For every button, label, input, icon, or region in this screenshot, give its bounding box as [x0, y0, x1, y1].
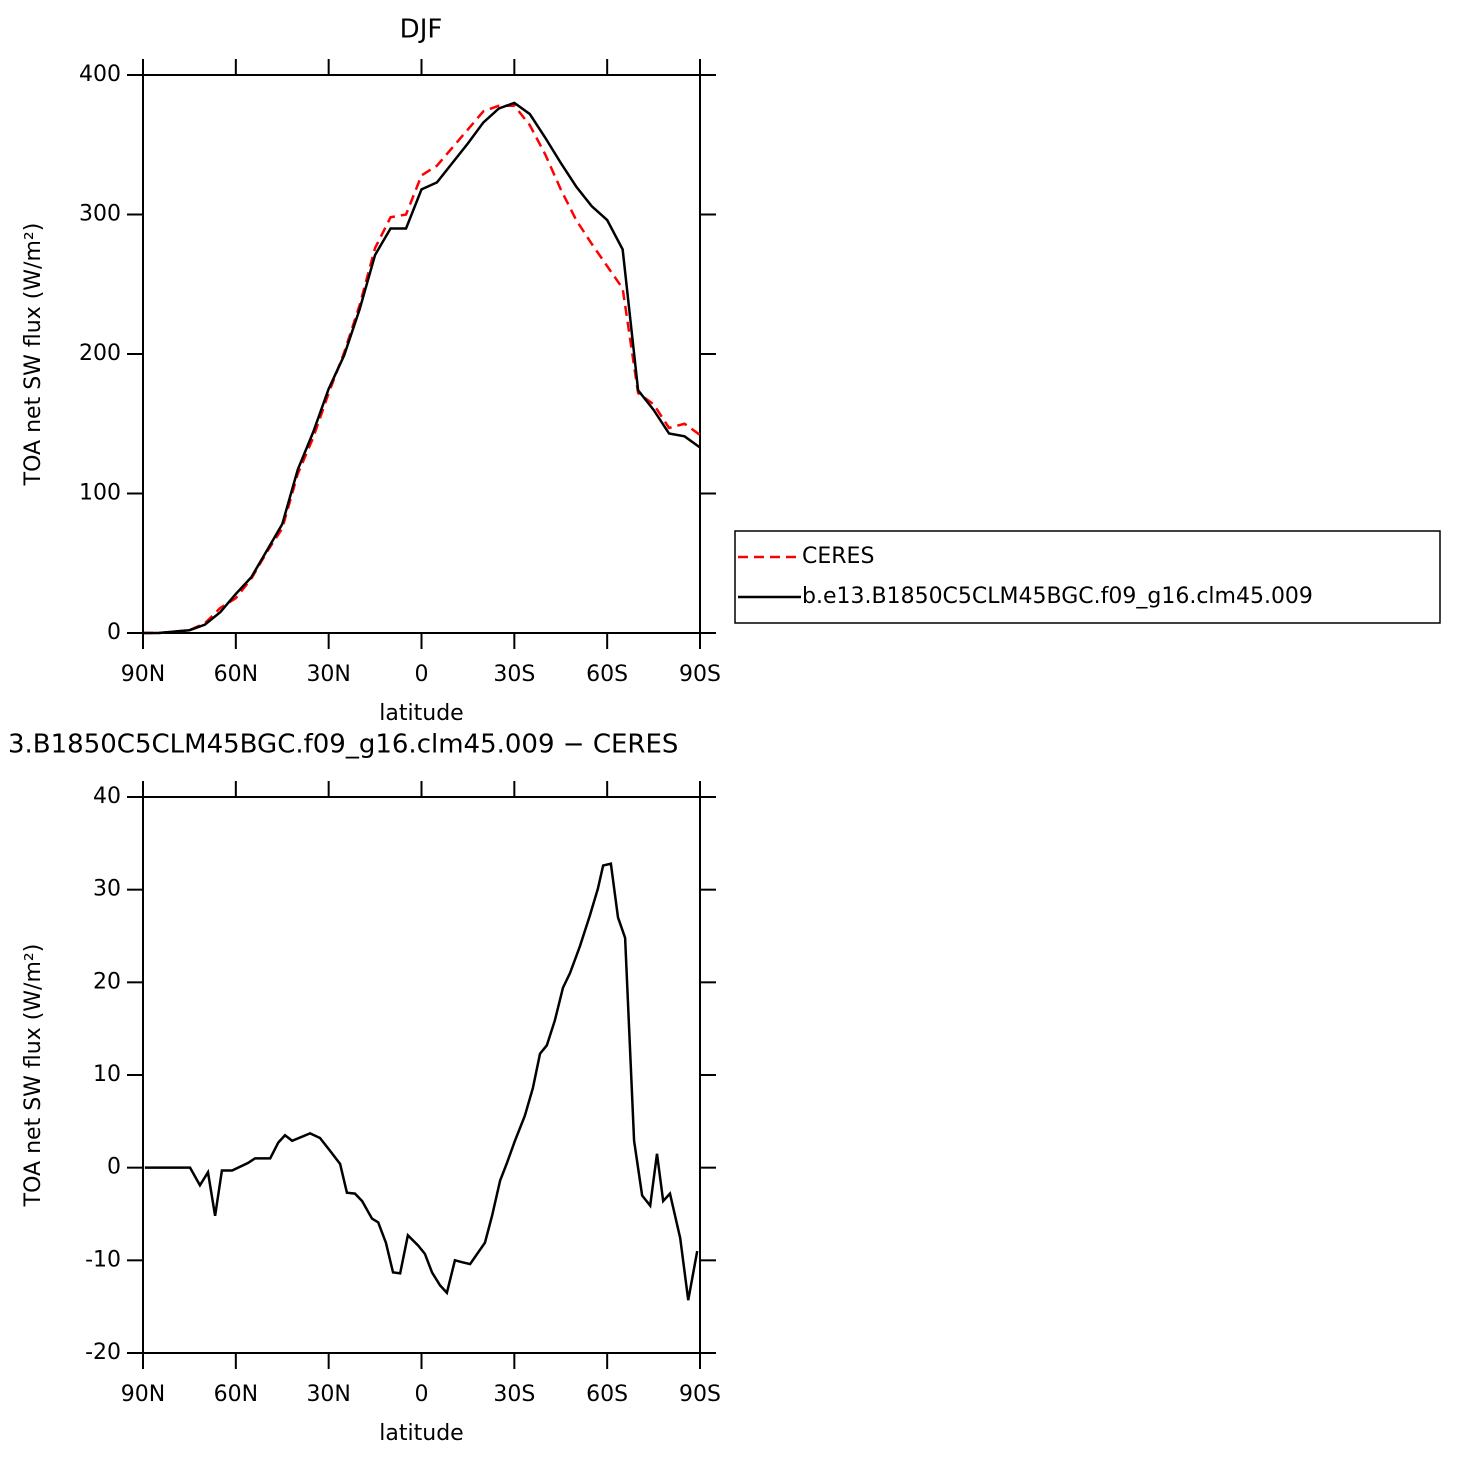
legend-label: CERES	[802, 544, 874, 569]
y-tick-label: -20	[85, 1340, 121, 1365]
x-tick-label: 30N	[306, 1382, 350, 1407]
data-line	[144, 862, 699, 1301]
y-tick-label: 400	[79, 62, 121, 87]
plot-frame	[142, 796, 701, 1354]
y-tick-label: 200	[79, 341, 121, 366]
x-tick-label: 60N	[214, 1382, 258, 1407]
data-line	[143, 101, 701, 635]
legend-label: b.e13.B1850C5CLM45BGC.f09_g16.clm45.009	[802, 584, 1313, 609]
x-tick-label: 90N	[121, 1382, 165, 1407]
chart-title: DJF	[400, 15, 443, 45]
x-tick-label: 90S	[679, 1382, 721, 1407]
y-tick-label: 100	[79, 481, 121, 506]
y-tick-label: 300	[79, 202, 121, 227]
data-line	[143, 104, 701, 635]
y-tick-label: 10	[93, 1062, 121, 1087]
x-tick-label: 0	[415, 662, 429, 687]
y-tick-label: 0	[107, 620, 121, 645]
x-tick-label: 60S	[586, 1382, 628, 1407]
x-tick-label: 90S	[679, 662, 721, 687]
x-tick-label: 0	[415, 1382, 429, 1407]
plot-frame	[142, 74, 701, 634]
x-tick-label: 30S	[493, 1382, 535, 1407]
y-tick-label: -10	[85, 1247, 121, 1272]
x-axis-label: latitude	[379, 701, 463, 726]
x-tick-label: 60N	[214, 662, 258, 687]
y-tick-label: 40	[93, 784, 121, 809]
x-tick-label: 30N	[306, 662, 350, 687]
x-tick-label: 30S	[493, 662, 535, 687]
x-axis-label: latitude	[379, 1421, 463, 1446]
y-tick-label: 0	[107, 1155, 121, 1180]
chart-title: 3.B1850C5CLM45BGC.f09_g16.clm45.009 − CE…	[8, 730, 678, 760]
y-axis-label: TOA net SW flux (W/m²)	[21, 223, 46, 487]
y-axis-label: TOA net SW flux (W/m²)	[21, 944, 46, 1208]
x-tick-label: 60S	[586, 662, 628, 687]
y-tick-label: 20	[93, 969, 121, 994]
x-tick-label: 90N	[121, 662, 165, 687]
legend-box	[734, 530, 1441, 624]
y-tick-label: 30	[93, 877, 121, 902]
